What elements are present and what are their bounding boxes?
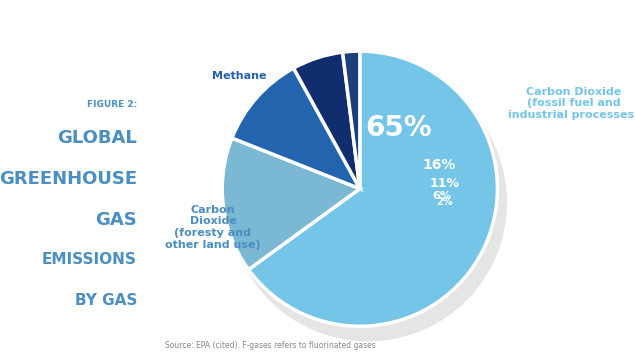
Text: 16%: 16% [422, 157, 455, 172]
Text: GREENHOUSE: GREENHOUSE [0, 170, 137, 187]
Wedge shape [222, 138, 360, 270]
Text: 2%: 2% [436, 197, 452, 207]
Wedge shape [248, 51, 497, 326]
Text: BY GAS: BY GAS [74, 293, 137, 308]
Ellipse shape [229, 64, 507, 341]
Text: Methane: Methane [212, 71, 266, 81]
Wedge shape [293, 52, 360, 189]
Text: 11%: 11% [430, 177, 460, 190]
Text: EMISSIONS: EMISSIONS [42, 252, 137, 267]
Text: Source: EPA (cited). F-gases refers to fluorinated gases: Source: EPA (cited). F-gases refers to f… [165, 341, 376, 350]
Text: 6%: 6% [432, 191, 451, 201]
Text: Carbon
Dioxide
(foresty and
other land use): Carbon Dioxide (foresty and other land u… [165, 205, 261, 250]
Wedge shape [232, 68, 360, 189]
Text: 65%: 65% [365, 114, 432, 142]
Text: Carbon Dioxide
(fossil fuel and
industrial processes): Carbon Dioxide (fossil fuel and industri… [509, 87, 635, 120]
Text: FIGURE 2:: FIGURE 2: [86, 100, 137, 109]
Text: GLOBAL: GLOBAL [57, 129, 137, 146]
Text: GAS: GAS [95, 211, 137, 228]
Wedge shape [343, 51, 360, 189]
